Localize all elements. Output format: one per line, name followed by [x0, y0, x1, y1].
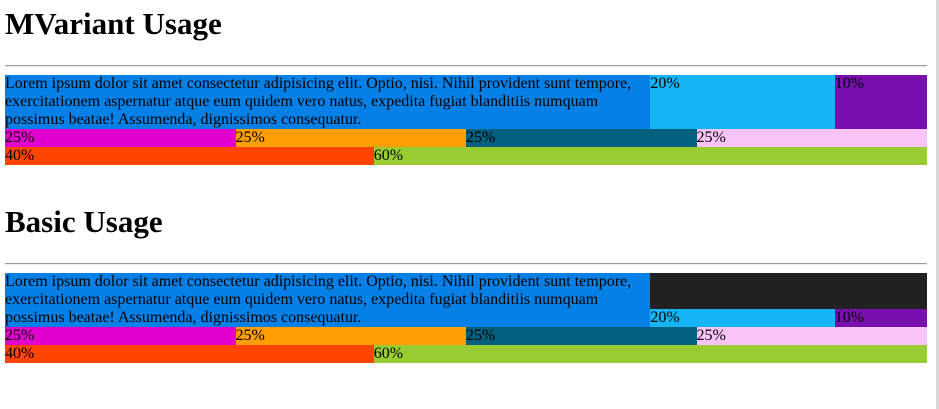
stacked-bottom-row: 20% 10%: [650, 309, 927, 327]
stacked-cell-group: 20% 10%: [650, 273, 927, 327]
lorem-cell: Lorem ipsum dolor sit amet consectetur a…: [5, 273, 651, 327]
dark-filler-block: [650, 273, 927, 309]
cell-25-percent: 25%: [235, 129, 466, 147]
section-divider: [5, 65, 927, 67]
section-divider: [5, 263, 927, 265]
section-title-mvariant: MVariant Usage: [5, 6, 222, 41]
grid-row-1: Lorem ipsum dolor sit amet consectetur a…: [5, 273, 927, 327]
mvariant-grid: Lorem ipsum dolor sit amet consectetur a…: [5, 75, 927, 165]
section-title-basic: Basic Usage: [5, 204, 163, 239]
basic-grid: Lorem ipsum dolor sit amet consectetur a…: [5, 273, 927, 363]
cell-25-percent: 25%: [696, 327, 927, 345]
cell-20-percent: 20%: [650, 309, 835, 327]
grid-row-2: 25% 25% 25% 25%: [5, 129, 927, 147]
cell-25-percent: 25%: [5, 327, 236, 345]
cell-60-percent: 60%: [373, 147, 927, 165]
grid-row-3: 40% 60%: [5, 345, 927, 363]
cell-25-percent: 25%: [235, 327, 466, 345]
lorem-cell: Lorem ipsum dolor sit amet consectetur a…: [5, 75, 651, 129]
cell-20-percent: 20%: [650, 75, 835, 129]
cell-25-percent: 25%: [466, 327, 697, 345]
cell-60-percent: 60%: [373, 345, 927, 363]
cell-40-percent: 40%: [5, 147, 374, 165]
cell-10-percent: 10%: [834, 309, 927, 327]
cell-10-percent: 10%: [834, 75, 927, 129]
cell-25-percent: 25%: [5, 129, 236, 147]
grid-row-2: 25% 25% 25% 25%: [5, 327, 927, 345]
grid-row-3: 40% 60%: [5, 147, 927, 165]
cell-25-percent: 25%: [466, 129, 697, 147]
cell-40-percent: 40%: [5, 345, 374, 363]
grid-row-1: Lorem ipsum dolor sit amet consectetur a…: [5, 75, 927, 129]
cell-25-percent: 25%: [696, 129, 927, 147]
